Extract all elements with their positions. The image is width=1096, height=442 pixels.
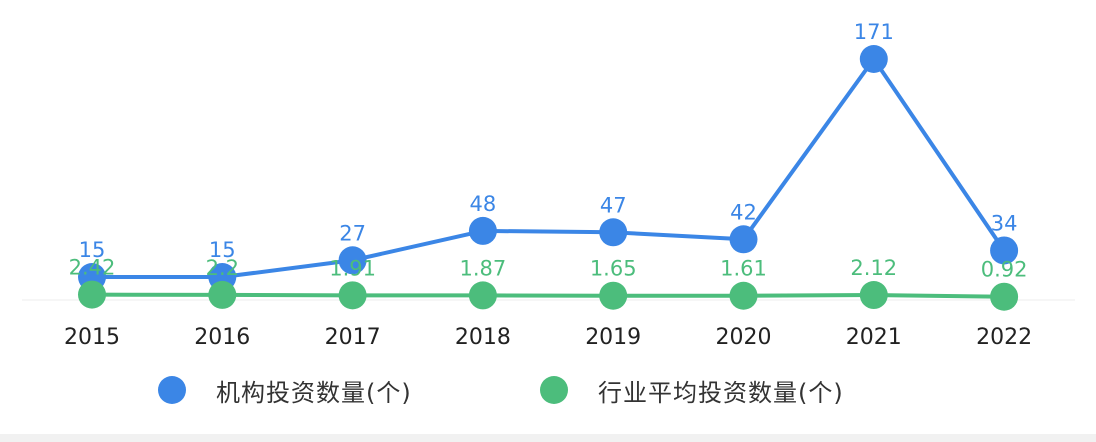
bottom-divider bbox=[0, 434, 1096, 442]
legend: 机构投资数量(个) 行业平均投资数量(个) bbox=[0, 368, 1096, 412]
x-tick-label-2022: 2022 bbox=[976, 325, 1032, 350]
data-label-series-2-2016: 2.2 bbox=[206, 256, 239, 280]
series-2 bbox=[78, 280, 1019, 311]
data-point-series-2-2016[interactable] bbox=[208, 280, 237, 309]
data-label-series-1-2016: 15 bbox=[209, 238, 236, 262]
legend-item-series-1[interactable]: 机构投资数量(个) bbox=[158, 368, 412, 412]
data-label-series-2-2017: 1.91 bbox=[329, 256, 376, 280]
data-label-series-2-2018: 1.87 bbox=[460, 256, 507, 280]
data-label-series-2-2021: 2.12 bbox=[850, 256, 897, 280]
data-point-series-1-2019[interactable] bbox=[599, 218, 628, 247]
data-point-series-2-2017[interactable] bbox=[338, 281, 367, 310]
x-tick-label-2020: 2020 bbox=[716, 325, 772, 350]
data-label-series-2-2022: 0.92 bbox=[981, 258, 1028, 282]
data-label-layer: 15 15 27 48 47 42 171 34 2.42 2.2 1.91 1.87 1.65 1.61… bbox=[69, 20, 1028, 282]
data-label-series-2-2019: 1.65 bbox=[590, 257, 637, 281]
x-tick-label-2019: 2019 bbox=[585, 325, 641, 350]
x-tick-label-2017: 2017 bbox=[325, 325, 381, 350]
data-label-series-2-2020: 1.61 bbox=[720, 257, 767, 281]
data-label-series-1-2021: 171 bbox=[854, 20, 894, 44]
data-label-series-1-2017: 27 bbox=[339, 221, 366, 245]
data-point-series-1-2022[interactable] bbox=[990, 236, 1019, 265]
data-point-series-1-2021[interactable] bbox=[859, 45, 888, 73]
legend-label-series-1: 机构投资数量(个) bbox=[216, 378, 412, 407]
x-tick-label-2021: 2021 bbox=[846, 325, 902, 350]
x-axis-tick-labels: 2015 2016 2017 2018 2019 2020 2021 2022 bbox=[64, 325, 1032, 350]
legend-marker-series-1 bbox=[158, 376, 186, 404]
data-label-series-1-2018: 48 bbox=[470, 192, 497, 216]
data-point-series-1-2017[interactable] bbox=[338, 246, 367, 275]
data-point-series-2-2015[interactable] bbox=[78, 280, 106, 309]
data-point-series-1-2018[interactable] bbox=[468, 216, 497, 245]
data-point-series-2-2020[interactable] bbox=[729, 281, 758, 310]
legend-marker-series-2 bbox=[540, 376, 568, 404]
data-point-series-2-2021[interactable] bbox=[859, 281, 888, 310]
data-label-series-2-2015: 2.42 bbox=[69, 256, 116, 280]
line-chart: 2015 2016 2017 2018 2019 2020 2021 2022 15 15 27 4… bbox=[22, 20, 1075, 350]
data-label-series-1-2019: 47 bbox=[600, 193, 627, 217]
data-label-series-1-2022: 34 bbox=[991, 211, 1018, 235]
data-point-series-2-2019[interactable] bbox=[599, 281, 628, 310]
series-line-2 bbox=[91, 292, 1005, 299]
legend-item-series-2[interactable]: 行业平均投资数量(个) bbox=[540, 368, 844, 412]
series-layer bbox=[78, 45, 1019, 311]
data-point-series-1-2020[interactable] bbox=[729, 225, 758, 254]
x-tick-label-2015: 2015 bbox=[64, 325, 120, 350]
series-line-1 bbox=[92, 57, 1006, 280]
data-point-series-2-2018[interactable] bbox=[468, 281, 497, 310]
x-tick-label-2016: 2016 bbox=[194, 325, 250, 350]
data-label-series-1-2020: 42 bbox=[730, 200, 757, 224]
legend-label-series-2: 行业平均投资数量(个) bbox=[598, 378, 844, 407]
data-point-series-2-2022[interactable] bbox=[990, 282, 1019, 311]
data-label-series-1-2015: 15 bbox=[79, 238, 106, 262]
x-tick-label-2018: 2018 bbox=[455, 325, 511, 350]
